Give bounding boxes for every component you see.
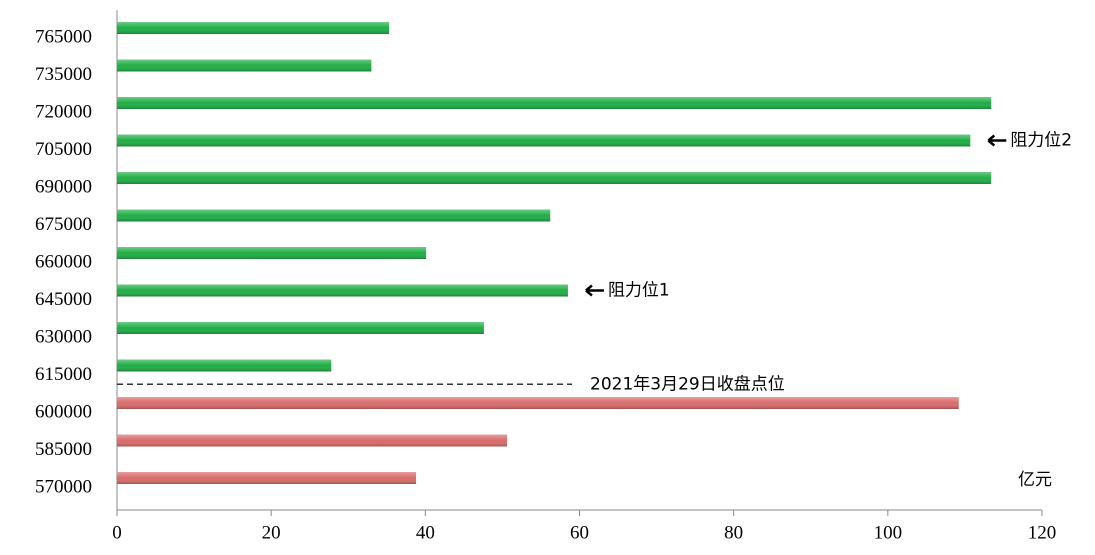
x-tick-label: 0: [112, 522, 122, 543]
y-tick-label: 585000: [35, 439, 92, 460]
y-tick-label: 630000: [35, 326, 92, 347]
bar-shade: [117, 434, 508, 447]
y-tick-label: 660000: [35, 251, 92, 272]
bar-shade: [117, 359, 332, 372]
annotation-text: 阻力位1: [608, 281, 670, 301]
x-tick-label: 20: [262, 522, 281, 543]
x-tick-label: 40: [416, 522, 435, 543]
x-tick-label: 60: [570, 522, 589, 543]
y-tick-label: 570000: [35, 476, 92, 497]
x-tick-label: 80: [724, 522, 743, 543]
bar-shade: [117, 59, 372, 72]
x-tick-label: 100: [874, 522, 903, 543]
y-tick-label: 645000: [35, 289, 92, 310]
annotation-arrow: [585, 284, 604, 297]
y-tick-label: 765000: [35, 26, 92, 47]
y-tick-label: 690000: [35, 176, 92, 197]
bar-shade: [117, 397, 959, 409]
bar-shade: [117, 247, 427, 259]
y-tick-label: 600000: [35, 401, 92, 422]
x-tick-label: 120: [1028, 522, 1057, 543]
bar-shade: [117, 472, 417, 484]
bar-shade: [117, 172, 992, 184]
y-tick-label: 705000: [35, 139, 92, 160]
annotation-text: 阻力位2: [1010, 131, 1072, 151]
y-tick-label: 615000: [35, 364, 92, 385]
bar-shade: [117, 97, 992, 109]
y-tick-label: 720000: [35, 101, 92, 122]
unit-label: 亿元: [1018, 470, 1052, 490]
bar-shade: [117, 209, 551, 222]
bar-shade: [117, 322, 484, 334]
separator-text: 2021年3月29日收盘点位: [590, 374, 785, 394]
annotation-arrow: [987, 134, 1007, 147]
bar-shade: [117, 134, 971, 147]
bar-shade: [117, 22, 390, 34]
y-tick-label: 675000: [35, 214, 92, 235]
y-tick-label: 735000: [35, 64, 92, 85]
bar-shade: [117, 284, 568, 297]
